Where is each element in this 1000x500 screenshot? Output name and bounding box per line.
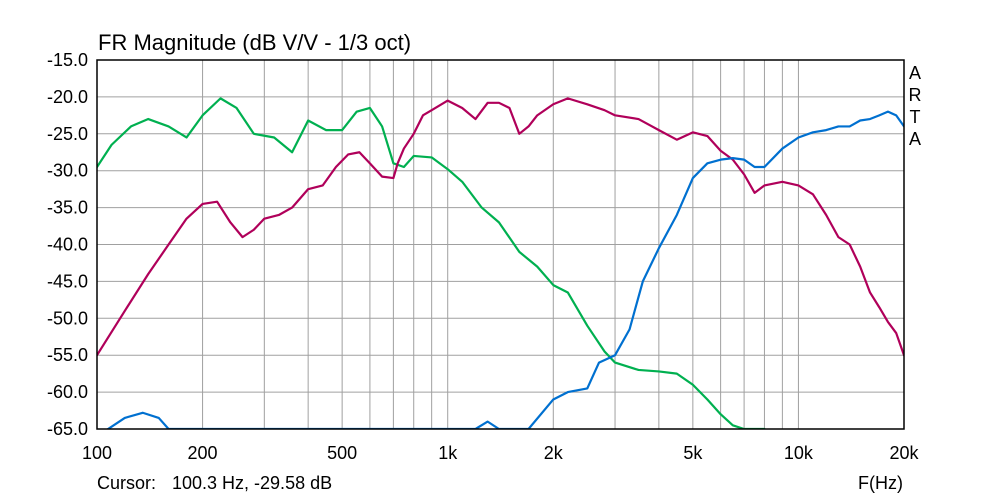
arta-letter: A xyxy=(909,129,921,149)
x-axis-title: F(Hz) xyxy=(858,473,903,493)
arta-letter: A xyxy=(909,63,921,83)
y-axis-tick-labels: -15.0 -20.0 -25.0 -30.0 -35.0 -40.0 -45.0 -50.0… xyxy=(47,50,88,439)
y-tick-label: -45.0 xyxy=(47,271,88,291)
x-axis-tick-labels: 100 200 500 1k 2k 5k 10k 20k xyxy=(82,443,920,463)
y-tick-label: -55.0 xyxy=(47,345,88,365)
y-tick-label: -25.0 xyxy=(47,124,88,144)
y-tick-label: -35.0 xyxy=(47,198,88,218)
curves xyxy=(97,97,904,429)
x-tick-label: 20k xyxy=(889,443,919,463)
y-tick-label: -65.0 xyxy=(47,419,88,439)
y-tick-label: -30.0 xyxy=(47,161,88,181)
arta-letter: T xyxy=(910,107,921,127)
cursor-label: Cursor: xyxy=(97,473,156,493)
x-tick-label: 1k xyxy=(438,443,458,463)
plot-frame xyxy=(96,59,905,430)
y-tick-label: -15.0 xyxy=(47,50,88,70)
y-tick-label: -20.0 xyxy=(47,87,88,107)
y-tick-label: -60.0 xyxy=(47,382,88,402)
series-line-2 xyxy=(97,97,904,357)
series-line-1 xyxy=(97,97,766,429)
x-tick-label: 100 xyxy=(82,443,112,463)
series-line-3 xyxy=(106,110,904,429)
x-tick-label: 5k xyxy=(683,443,703,463)
cursor-readout: 100.3 Hz, -29.58 dB xyxy=(172,473,332,493)
chart-title: FR Magnitude (dB V/V - 1/3 oct) xyxy=(98,30,411,55)
x-tick-label: 200 xyxy=(188,443,218,463)
y-tick-label: -40.0 xyxy=(47,235,88,255)
x-tick-label: 500 xyxy=(327,443,357,463)
arta-letter: R xyxy=(909,85,922,105)
x-tick-label: 2k xyxy=(544,443,564,463)
x-tick-label: 10k xyxy=(784,443,814,463)
y-tick-label: -50.0 xyxy=(47,308,88,328)
